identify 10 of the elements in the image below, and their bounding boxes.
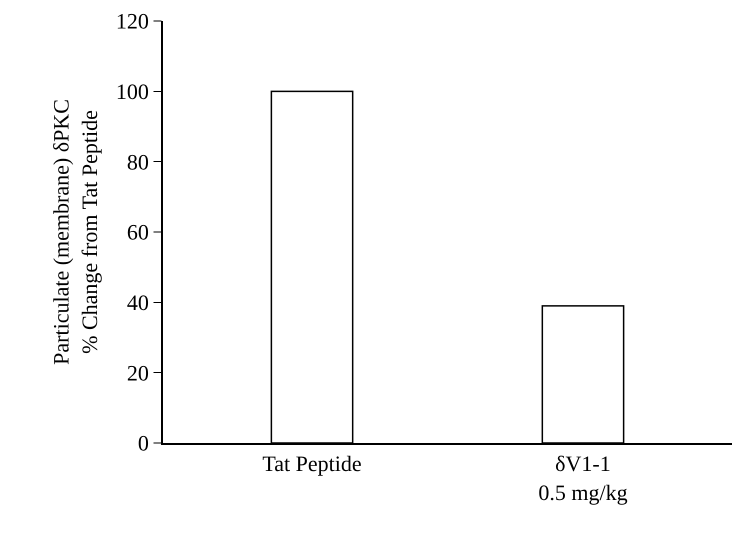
y-tick-label: 40	[126, 290, 149, 316]
x-tick-label: δV1-1 0.5 mg/kg	[538, 451, 628, 505]
y-axis-title: Particulate (membrane) δPKC % Change from Tat Peptide	[48, 99, 102, 365]
y-tick-label: 100	[116, 79, 149, 104]
y-tick-label: 60	[126, 220, 149, 245]
x-tick-label: Tat Peptide	[262, 451, 362, 476]
y-tick-label: 80	[126, 149, 149, 174]
y-tick-label: 0	[138, 430, 149, 456]
y-tick-label: 120	[116, 8, 149, 34]
y-tick-label: 20	[126, 360, 149, 386]
